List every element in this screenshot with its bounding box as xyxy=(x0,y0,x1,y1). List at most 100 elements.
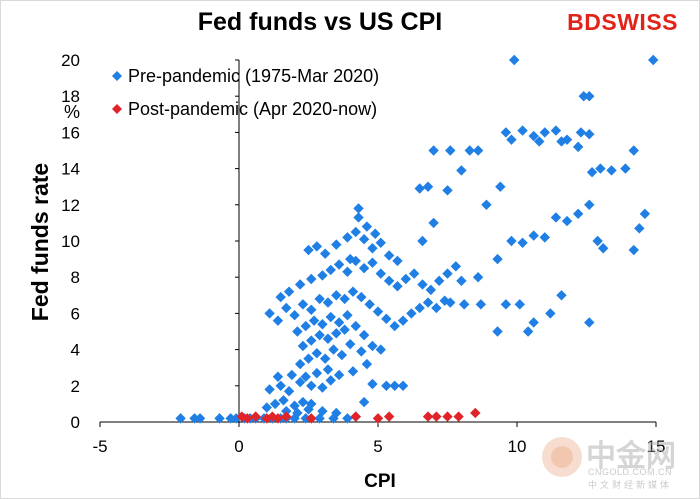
data-point xyxy=(297,299,309,310)
data-point xyxy=(311,348,323,359)
data-point xyxy=(400,273,411,285)
data-point xyxy=(264,384,275,395)
data-point xyxy=(372,306,384,317)
data-point xyxy=(331,239,342,250)
points-layer xyxy=(175,54,659,424)
data-point xyxy=(261,402,272,413)
data-point xyxy=(606,165,617,176)
data-point xyxy=(339,293,350,305)
data-point xyxy=(303,353,314,364)
data-point xyxy=(595,163,606,174)
data-point xyxy=(592,235,603,247)
data-point xyxy=(367,340,378,352)
data-point xyxy=(442,185,453,196)
data-point xyxy=(422,181,434,192)
data-point xyxy=(317,319,328,330)
data-point xyxy=(506,235,517,247)
data-point xyxy=(628,145,639,156)
y-tick-label: 0 xyxy=(71,413,80,432)
data-point xyxy=(381,313,392,325)
data-point xyxy=(428,145,439,156)
x-tick-label: 5 xyxy=(373,437,382,456)
data-point xyxy=(584,129,595,140)
data-point xyxy=(456,165,467,176)
legend-marker xyxy=(112,104,122,114)
data-point xyxy=(556,136,567,147)
data-point xyxy=(375,268,386,279)
data-point xyxy=(331,407,342,419)
data-point xyxy=(342,266,353,277)
data-point xyxy=(317,382,328,393)
data-point xyxy=(517,125,528,136)
data-point xyxy=(545,308,556,319)
data-point xyxy=(225,413,236,424)
data-point xyxy=(428,217,439,229)
data-point xyxy=(389,380,400,391)
data-point xyxy=(550,212,562,223)
data-point xyxy=(445,297,456,308)
data-point xyxy=(572,208,584,220)
data-point xyxy=(528,230,539,241)
data-point xyxy=(331,328,342,339)
data-point xyxy=(342,310,353,321)
data-point xyxy=(317,270,328,281)
legend-marker xyxy=(112,71,122,81)
data-point xyxy=(417,279,428,290)
data-point xyxy=(325,264,336,276)
data-point xyxy=(319,248,331,259)
legend-label: Post-pandemic (Apr 2020-now) xyxy=(128,99,377,119)
data-point xyxy=(283,286,295,297)
y-tick-label: 14 xyxy=(61,160,80,179)
y-tick-label: 10 xyxy=(61,232,80,251)
y-tick-label: 2 xyxy=(71,377,80,396)
data-point xyxy=(584,317,595,328)
data-point xyxy=(275,291,286,303)
data-point xyxy=(175,413,186,424)
brand-bd: BD xyxy=(567,9,602,35)
y-tick-label: 18 xyxy=(61,87,80,106)
data-point xyxy=(500,127,512,138)
data-point xyxy=(311,367,323,379)
data-point xyxy=(311,241,323,252)
data-point xyxy=(300,320,311,332)
data-point xyxy=(269,398,281,410)
data-point xyxy=(648,54,659,66)
data-point xyxy=(278,395,289,406)
data-point xyxy=(550,125,562,136)
data-point xyxy=(375,344,386,355)
data-point xyxy=(422,297,434,308)
data-point xyxy=(331,290,342,301)
data-point xyxy=(561,215,573,227)
data-point xyxy=(370,228,381,239)
data-point xyxy=(442,411,453,422)
data-point xyxy=(620,163,631,174)
data-point xyxy=(281,302,292,314)
data-point xyxy=(397,380,409,391)
data-point xyxy=(286,369,298,381)
data-point xyxy=(336,349,348,361)
data-point xyxy=(306,413,317,424)
data-point xyxy=(272,371,284,382)
data-point xyxy=(350,320,361,332)
data-point xyxy=(414,302,425,314)
data-point xyxy=(342,232,353,243)
data-point xyxy=(450,261,462,272)
data-point xyxy=(306,335,317,346)
data-point xyxy=(300,371,311,382)
data-point xyxy=(275,380,286,391)
data-point xyxy=(584,199,595,210)
data-point xyxy=(586,167,598,178)
data-point xyxy=(342,413,353,424)
data-point xyxy=(294,279,306,290)
data-point xyxy=(472,272,484,283)
data-point xyxy=(347,286,359,297)
data-point xyxy=(358,233,370,245)
data-point xyxy=(375,237,386,249)
x-tick-label: 15 xyxy=(647,437,666,456)
data-point xyxy=(534,136,545,147)
data-point xyxy=(528,130,539,142)
data-point xyxy=(303,404,314,415)
data-point xyxy=(389,320,400,332)
data-point xyxy=(367,378,378,390)
data-point xyxy=(539,232,550,243)
